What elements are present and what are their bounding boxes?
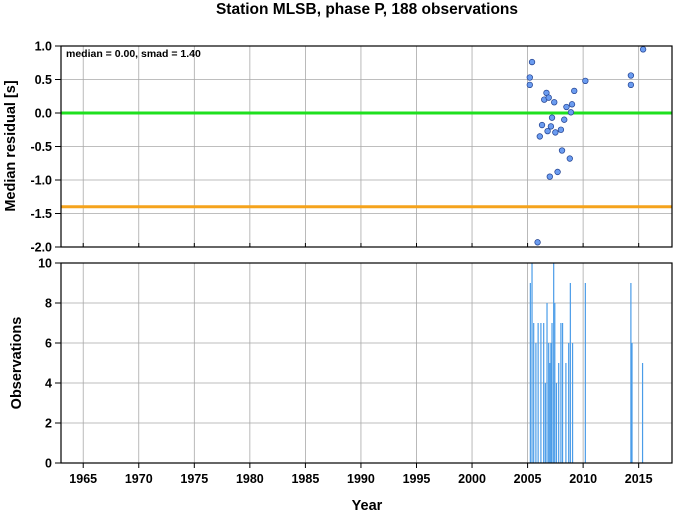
year-x-ticks: 1965 1970 1975 1980 1985 1990 1995 2000 2005 2010…: [69, 463, 653, 486]
residual-y-tick-label: -0.5: [30, 140, 52, 154]
observations-y-tick-label: 6: [45, 337, 52, 351]
residual-point: [526, 81, 533, 89]
year-x-tick-label: 1980: [236, 472, 264, 486]
residual-point: [538, 121, 546, 129]
residual-point: [536, 133, 543, 140]
observations-bars: [529, 263, 644, 463]
residual-point: [554, 168, 561, 176]
residual-point: [639, 46, 647, 53]
residual-point: [552, 129, 559, 136]
observations-y-tick-label: 0: [45, 457, 52, 471]
x-axis-label: Year: [352, 498, 383, 511]
year-x-tick-label: 2000: [458, 472, 486, 486]
residual-point: [548, 114, 556, 121]
residual-y-ticks: 1.0 0.5 0.0 -0.5 -1.0 -1.5 -2.0: [30, 40, 640, 255]
observations-y-tick-label: 10: [38, 257, 52, 271]
residual-point: [558, 147, 566, 154]
year-x-tick-label: 1965: [69, 472, 97, 486]
observations-y-tick-label: 2: [45, 417, 52, 431]
residual-point: [546, 173, 553, 180]
year-x-tick-label: 2005: [514, 472, 542, 486]
residual-reference-lines: [61, 111, 672, 209]
observations-y-tick-label: 4: [45, 377, 52, 391]
residual-point: [534, 239, 541, 246]
residual-point: [582, 77, 589, 84]
residual-point: [544, 127, 551, 135]
year-x-tick-label: 1985: [291, 472, 319, 486]
residual-y-tick-label: 1.0: [35, 40, 52, 54]
year-x-tick-label: 2010: [569, 472, 597, 486]
residual-point: [526, 74, 533, 81]
observations-y-tick-label: 8: [45, 297, 52, 311]
residual-y-tick-label: -1.5: [30, 207, 52, 221]
observations-frame: [60, 262, 673, 464]
residual-point: [545, 94, 552, 101]
residual-stats-annotation: median = 0.00, smad = 1.40: [66, 48, 201, 60]
chart-title: Station MLSB, phase P, 188 observations: [216, 1, 518, 18]
residual-y-axis-label: Median residual [s]: [3, 80, 19, 212]
year-x-tick-label: 1975: [180, 472, 208, 486]
residual-point: [561, 116, 568, 123]
observations-y-ticks: 0 2 4 6 8 10: [38, 257, 61, 471]
residual-points: [526, 46, 647, 246]
residual-point: [567, 109, 575, 116]
residual-point: [571, 87, 578, 95]
year-x-tick-label: 1995: [403, 472, 431, 486]
observations-grid: [61, 262, 672, 464]
residual-point: [551, 99, 558, 106]
observations-y-axis-label: Observations: [9, 317, 25, 410]
observations-panel: 0 2 4 6 8 10 1965 1970 1975 1980 1985 1990 1995 2000…: [9, 257, 673, 511]
year-x-tick-label: 2015: [625, 472, 653, 486]
residual-point: [563, 103, 570, 111]
residual-grid: [61, 45, 672, 248]
residual-y-tick-label: -1.0: [30, 174, 52, 188]
residual-point: [568, 101, 576, 108]
residual-point: [566, 155, 573, 162]
residual-point: [528, 58, 536, 66]
residual-point: [627, 81, 635, 89]
residual-panel: 1.0 0.5 0.0 -0.5 -1.0 -1.5 -2.0 median = 0.00,…: [3, 40, 673, 255]
year-x-tick-label: 1990: [347, 472, 375, 486]
residual-y-tick-label: 0.5: [35, 73, 52, 87]
residual-point: [547, 123, 555, 130]
year-x-tick-label: 1970: [125, 472, 153, 486]
residual-point: [557, 126, 565, 133]
residual-y-tick-label: 0.0: [35, 107, 52, 121]
residual-point: [627, 72, 635, 79]
residual-y-tick-label: -2.0: [30, 241, 52, 255]
